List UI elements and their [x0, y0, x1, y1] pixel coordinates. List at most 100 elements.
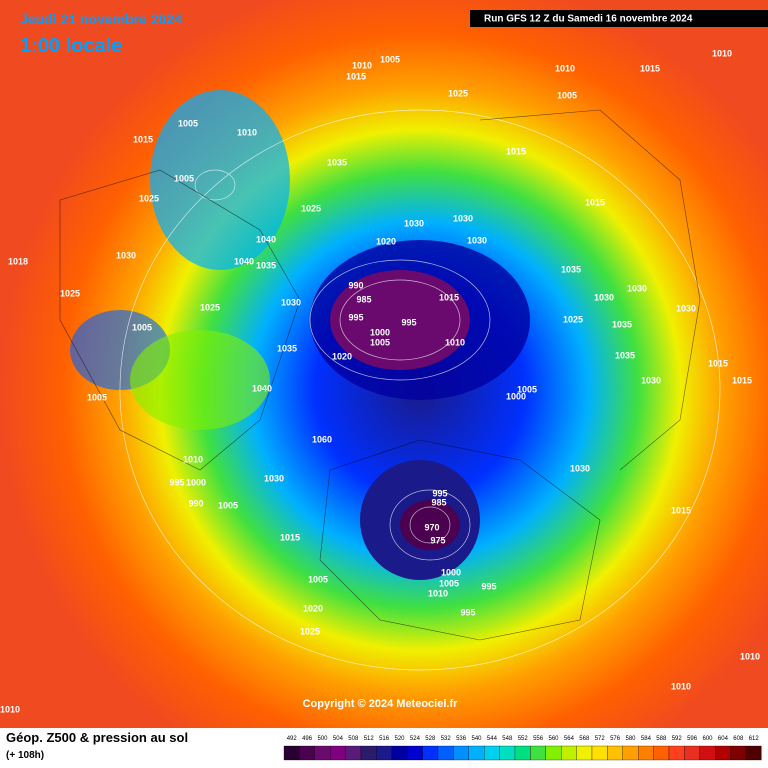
legend-swatch — [330, 745, 346, 761]
legend-swatch — [715, 745, 731, 761]
legend-value: 552 — [518, 736, 529, 742]
isobar-label: 1035 — [277, 343, 297, 353]
isobar-label: 1015 — [506, 146, 526, 156]
isobar-label: 985 — [431, 497, 446, 507]
isobar-label: 975 — [430, 535, 445, 545]
isobar-label: 1025 — [448, 88, 468, 98]
isobar-label: 1040 — [234, 256, 254, 266]
legend-swatch — [314, 745, 331, 761]
isobar-label: 1025 — [139, 193, 159, 203]
isobar-label: 1040 — [252, 383, 272, 393]
isobar-label: 1035 — [327, 157, 347, 167]
legend-swatch — [391, 745, 408, 761]
legend-swatch — [376, 745, 392, 761]
legend-value: 508 — [348, 736, 359, 742]
isobar-label: 985 — [356, 294, 371, 304]
isobar-label: 1005 — [370, 337, 390, 347]
legend-value: 576 — [610, 736, 621, 742]
legend-value: 524 — [410, 736, 421, 742]
isobar-label: 995 — [460, 607, 475, 617]
legend-value: 584 — [641, 736, 652, 742]
isobar-label: 1010 — [712, 48, 732, 58]
legend-value: 568 — [579, 736, 590, 742]
isobar-label: 1030 — [570, 463, 590, 473]
isobar-label: 1005 — [87, 392, 107, 402]
isobar-label: 1005 — [218, 500, 238, 510]
forecast-time: 1:00 locale — [20, 35, 122, 57]
isobar-label: 1030 — [453, 213, 473, 223]
legend-swatch — [453, 745, 469, 761]
isobar-label: 1005 — [517, 384, 537, 394]
isobar-label: 1030 — [627, 283, 647, 293]
isobar-label: 1010 — [445, 337, 465, 347]
legend-swatch — [622, 745, 639, 761]
isobar-label: 1030 — [264, 473, 284, 483]
isobar-label: 1010 — [183, 454, 203, 464]
isobar-label: 1000 — [186, 477, 206, 487]
isobar-label: 1025 — [200, 302, 220, 312]
isobar-label: 1020 — [303, 603, 323, 613]
isobar-label: 1005 — [308, 574, 328, 584]
isobar-label: 1035 — [256, 260, 276, 270]
legend-value: 540 — [471, 736, 482, 742]
legend-swatch — [638, 745, 654, 761]
isobar-label: 1015 — [133, 134, 153, 144]
isobar-label: 1005 — [174, 173, 194, 183]
isobar-label: 1025 — [60, 288, 80, 298]
legend-swatch — [699, 745, 716, 761]
legend-value: 536 — [456, 736, 467, 742]
isobar-label: 1010 — [740, 651, 760, 661]
legend-value: 572 — [595, 736, 606, 742]
isobar-label: 1015 — [439, 292, 459, 302]
isobar-label: 1005 — [439, 578, 459, 588]
isobar-label: 1015 — [708, 358, 728, 368]
caption-subtitle: (+ 108h) — [6, 750, 44, 761]
isobar-label: 1030 — [676, 303, 696, 313]
isobar-label: 1030 — [116, 250, 136, 260]
isobar-label: 1005 — [178, 118, 198, 128]
legend-swatch — [283, 745, 300, 761]
isobar-label: 1010 — [555, 63, 575, 73]
isobar-label: 1000 — [370, 327, 390, 337]
isobar-label: 1030 — [594, 292, 614, 302]
legend-value: 608 — [733, 736, 744, 742]
legend-value: 512 — [364, 736, 375, 742]
isobar-label: 1010 — [0, 704, 20, 714]
map-field — [0, 0, 768, 728]
legend-swatch — [422, 745, 439, 761]
isobar-label: 1030 — [404, 218, 424, 228]
legend-swatch — [437, 745, 454, 761]
legend-swatch — [745, 745, 762, 761]
legend-value: 516 — [379, 736, 390, 742]
legend-value: 520 — [394, 736, 405, 742]
isobar-label: 995 — [481, 581, 496, 591]
isobar-label: 1005 — [132, 322, 152, 332]
run-banner — [470, 10, 768, 27]
isobar-label: 1010 — [428, 588, 448, 598]
isobar-label: 1035 — [612, 319, 632, 329]
isobar-label: 1000 — [506, 391, 526, 401]
legend-swatch — [499, 745, 516, 761]
isobar-label: 1015 — [671, 505, 691, 515]
isobar-label: 995 — [169, 477, 184, 487]
legend: 492 496 500 504 508 512 516 520 524 528 532 536 540 5… — [283, 736, 762, 761]
isobar-label: 1015 — [585, 197, 605, 207]
legend-swatch — [653, 745, 670, 761]
legend-value: 504 — [333, 736, 344, 742]
caption-title: Géop. Z500 & pression au sol — [6, 730, 188, 745]
legend-value: 500 — [317, 736, 328, 742]
isobar-label: 990 — [188, 498, 203, 508]
isobar-label: 1060 — [312, 434, 332, 444]
isobar-label: 1000 — [441, 567, 461, 577]
isobar-label: 1020 — [376, 236, 396, 246]
legend-value: 600 — [702, 736, 713, 742]
isobar-label: 1035 — [561, 264, 581, 274]
isobar-label: 1015 — [280, 532, 300, 542]
isobar-label: 1015 — [732, 375, 752, 385]
isobar-label: 995 — [348, 312, 363, 322]
forecast-date: Jeudi 21 novembre 2024 — [20, 11, 182, 27]
isobar-label: 1025 — [301, 203, 321, 213]
legend-swatch — [484, 745, 500, 761]
